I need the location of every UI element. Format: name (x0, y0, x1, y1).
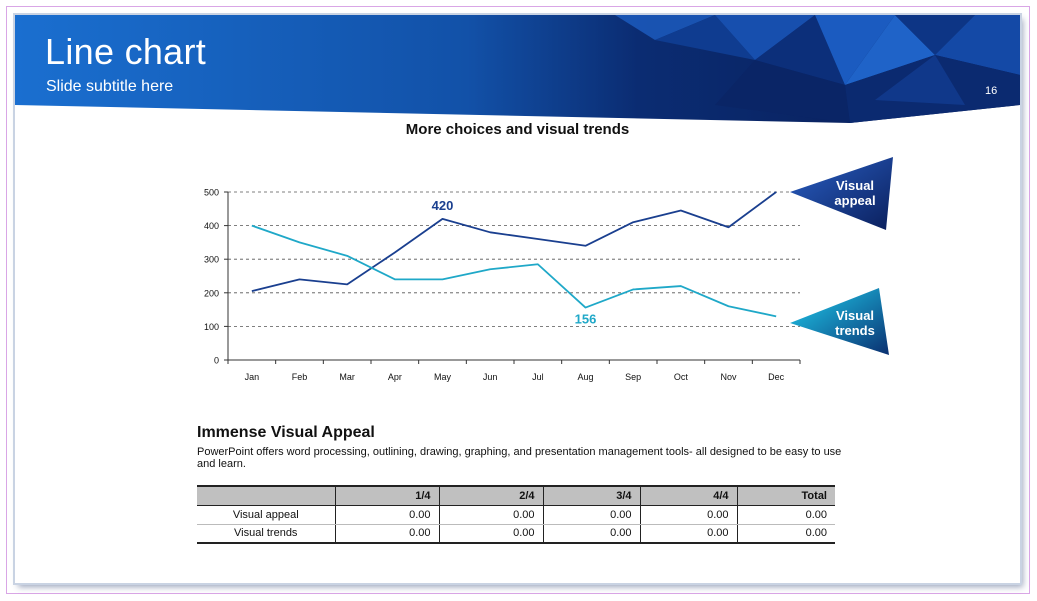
series-line-visual-trends (251, 224, 777, 318)
series-line-visual-appeal (251, 191, 777, 292)
table-cell: 0.00 (438, 524, 543, 544)
y-tick-label: 300 (204, 255, 219, 265)
axes: 0 100 200 300 400 500 Jan Feb Mar Apr May Jun Jul Aug… (204, 188, 801, 382)
x-tick-label: Aug (577, 372, 593, 382)
grid-lines (228, 191, 800, 327)
table-cell: 0.00 (334, 524, 439, 544)
table-header-cell: Total (736, 485, 835, 506)
y-tick-label: 400 (204, 221, 219, 231)
line-chart: 0 100 200 300 400 500 Jan Feb Mar Apr May Jun Jul Aug… (204, 157, 893, 382)
data-label: 156 (575, 312, 597, 327)
table-header-cell (197, 485, 335, 506)
table-cell: 0.00 (639, 505, 737, 525)
x-tick-label: Jul (532, 372, 544, 382)
x-tick-label: Jun (483, 372, 498, 382)
facet-shape (875, 55, 965, 105)
y-tick-label: 100 (204, 322, 219, 332)
facet-shape (615, 15, 715, 40)
facet-shape (815, 15, 895, 85)
x-tick-label: Sep (625, 372, 641, 382)
x-tick-label: Mar (339, 372, 355, 382)
section-body: PowerPoint offers word processing, outli… (197, 446, 842, 470)
table-cell: 0.00 (542, 505, 640, 525)
y-tick-label: 200 (204, 288, 219, 298)
table-row: Visual appeal 0.00 0.00 0.00 0.00 0.00 (197, 505, 835, 525)
table-row: Visual trends 0.00 0.00 0.00 0.00 0.00 (197, 524, 835, 544)
facet-shape (715, 60, 850, 123)
table-cell: Visual appeal (197, 505, 335, 525)
table-cell: 0.00 (639, 524, 737, 544)
table-cell: 0.00 (736, 505, 835, 525)
x-tick-label: Apr (388, 372, 402, 382)
table-header-row: 1/4 2/4 3/4 4/4 Total (197, 485, 835, 506)
table-header-cell: 3/4 (542, 485, 640, 506)
x-tick-label: Jan (245, 372, 260, 382)
series-lines (251, 191, 777, 318)
page-number: 16 (985, 85, 998, 97)
callout-visual-appeal: Visual appeal (834, 178, 876, 208)
x-tick-label: May (434, 372, 452, 382)
facet-shape (715, 15, 815, 60)
callout-visual-appeal-shape (790, 157, 893, 230)
slide-header: Line chart Slide subtitle here 16 (15, 15, 1020, 125)
table-header-cell: 2/4 (438, 485, 543, 506)
slide-subtitle: Slide subtitle here (46, 78, 174, 95)
header-background (15, 15, 1020, 123)
callout-visual-trends-shape (790, 288, 889, 355)
table-cell: 0.00 (438, 505, 543, 525)
section-heading: Immense Visual Appeal (197, 424, 375, 441)
callout-visual-trends: Visual trends (835, 308, 875, 338)
y-tick-label: 0 (214, 356, 219, 366)
data-labels: 420 156 (432, 198, 597, 327)
x-tick-label: Dec (768, 372, 785, 382)
table-cell: 0.00 (334, 505, 439, 525)
chart-title: More choices and visual trends (405, 121, 630, 138)
table-cell: 0.00 (736, 524, 835, 544)
table-cell: 0.00 (542, 524, 640, 544)
table-cell: Visual trends (197, 524, 335, 544)
facet-shape (895, 15, 975, 55)
slide: Line chart Slide subtitle here 16 More c… (15, 15, 1020, 583)
facet-shape (655, 15, 755, 60)
summary-table: 1/4 2/4 3/4 4/4 Total Visual appeal 0.00… (197, 485, 835, 544)
y-tick-label: 500 (204, 188, 219, 198)
outer-frame (6, 6, 1030, 594)
data-label: 420 (432, 198, 454, 213)
x-tick-label: Oct (674, 372, 689, 382)
slide-title: Line chart (45, 31, 207, 72)
table-header-cell: 4/4 (639, 485, 737, 506)
x-tick-label: Feb (292, 372, 308, 382)
table-header-cell: 1/4 (334, 485, 439, 506)
x-tick-label: Nov (720, 372, 737, 382)
